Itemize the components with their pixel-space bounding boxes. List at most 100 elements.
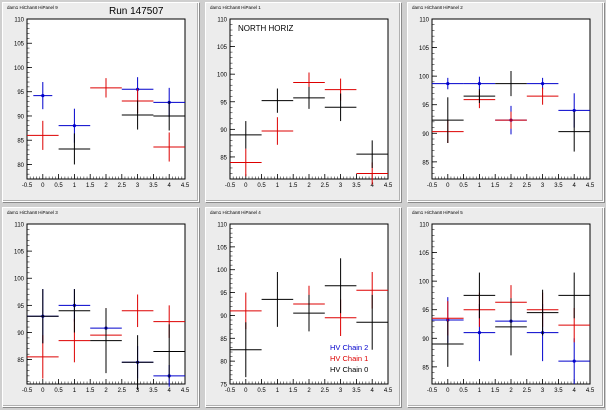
data-point-chain0 xyxy=(293,86,325,109)
data-point-chain1 xyxy=(230,148,262,177)
panel-tag: dam1 HiChan8 HiPanel 5 xyxy=(412,210,463,215)
x-tick-label: 0 xyxy=(244,388,248,394)
x-tick-label: 4.5 xyxy=(384,388,393,394)
run-label: Run 147507 xyxy=(109,6,164,17)
x-tick-label: 1 xyxy=(276,388,280,394)
x-tick-label: 3 xyxy=(339,183,343,189)
x-tick-label: -0.5 xyxy=(427,183,438,189)
y-tick-label: 105 xyxy=(419,46,430,52)
data-point-chain2 xyxy=(33,82,53,110)
data-point-chain0 xyxy=(324,258,357,314)
y-tick-label: 75 xyxy=(220,383,227,389)
data-point-chain0 xyxy=(526,289,559,336)
panel-tag: dam1 HiChan8 HiPanel 2 xyxy=(412,5,463,10)
y-tick-label: 105 xyxy=(14,250,25,256)
x-tick-label: 1.5 xyxy=(86,388,95,394)
x-tick-label: -0.5 xyxy=(225,388,236,394)
data-point-chain0 xyxy=(153,324,185,379)
data-point-chain2 xyxy=(558,338,590,384)
plot-canvas: dam1 HiChan8 HiPanel 2 -0.5 0 0.5 1 1.5 2 2.5 3 3… xyxy=(412,5,595,189)
data-point-chain0 xyxy=(432,97,464,143)
marker xyxy=(41,94,45,98)
marker xyxy=(477,81,481,86)
y-tick-label: 80 xyxy=(220,360,227,366)
x-tick-label: 0 xyxy=(244,183,248,189)
data-point-chain0 xyxy=(558,111,590,152)
x-tick-label: 1 xyxy=(73,183,77,189)
data-point-chain0 xyxy=(293,294,325,332)
data-point-chain1 xyxy=(526,87,559,105)
data-point-chain1 xyxy=(495,111,527,129)
data-point-chain0 xyxy=(324,93,357,122)
y-tick-label: 100 xyxy=(419,280,430,286)
x-tick-label: 2.5 xyxy=(321,183,330,189)
x-tick-label: 2 xyxy=(509,388,513,394)
y-tick-label: 100 xyxy=(217,268,228,274)
data-point-chain0 xyxy=(121,100,154,130)
panel-tag: dam1 HiChan8 HiPanel 1 xyxy=(210,5,261,10)
plot-canvas: dam1 HiChan8 HiPanel 3 -0.5 0 0.5 1 1.5 2 2.5 3 3… xyxy=(7,210,190,394)
y-tick-label: 105 xyxy=(14,42,25,48)
data-point-chain0 xyxy=(58,133,91,165)
x-tick-label: 2 xyxy=(104,183,108,189)
data-point-chain1 xyxy=(90,78,122,98)
data-point-chain0 xyxy=(356,140,388,168)
y-tick-label: 100 xyxy=(217,73,228,79)
x-tick-label: 3.5 xyxy=(554,183,563,189)
data-point-chain1 xyxy=(261,117,294,145)
x-tick-label: 1 xyxy=(478,183,482,189)
data-point-chain0 xyxy=(356,294,388,350)
plot-pad-1: Run 147507 dam1 HiChan8 HiPanel 9 -0.5 0 0.… xyxy=(2,2,199,202)
x-tick-label: 2.5 xyxy=(118,388,127,394)
x-tick-label: 0.5 xyxy=(54,183,63,189)
x-tick-label: 3 xyxy=(339,388,343,394)
data-point-chain0 xyxy=(463,89,496,103)
x-tick-label: 2.5 xyxy=(523,388,532,394)
legend-entry-chain0: HV Chain 0 xyxy=(330,365,368,374)
y-tick-label: 105 xyxy=(419,251,430,257)
y-tick-label: 90 xyxy=(17,331,24,337)
x-tick-label: 4.5 xyxy=(181,388,190,394)
data-point-chain0 xyxy=(230,322,262,378)
y-tick-label: 85 xyxy=(17,358,24,364)
x-tick-label: 4 xyxy=(371,183,375,189)
data-point-chain0 xyxy=(495,71,527,97)
x-tick-label: -0.5 xyxy=(22,388,33,394)
x-tick-label: 4 xyxy=(168,388,172,394)
data-point-chain0 xyxy=(27,289,59,344)
x-tick-label: 1.5 xyxy=(491,183,500,189)
data-point-chain0 xyxy=(230,121,262,149)
x-tick-label: 4 xyxy=(573,388,577,394)
y-tick-label: 100 xyxy=(14,277,25,283)
data-point-chain0 xyxy=(121,335,154,390)
x-tick-label: 4.5 xyxy=(384,183,393,189)
y-tick-label: 110 xyxy=(419,223,429,229)
marker xyxy=(477,330,481,335)
data-point-chain0 xyxy=(261,88,294,113)
y-tick-label: 85 xyxy=(220,337,227,343)
x-tick-label: 4.5 xyxy=(586,183,595,189)
x-tick-label: 4.5 xyxy=(181,183,190,189)
data-point-chain2 xyxy=(526,77,559,90)
plot-canvas: dam1 HiChan8 HiPanel 9 -0.5 0 0.5 1 1.5 2 2.5 3 3… xyxy=(7,5,190,189)
x-tick-label: 2 xyxy=(307,183,311,189)
x-tick-label: 1.5 xyxy=(86,183,95,189)
x-tick-label: 1.5 xyxy=(491,388,500,394)
y-tick-label: 85 xyxy=(17,139,24,145)
x-tick-label: 0.5 xyxy=(257,388,266,394)
plot-frame xyxy=(26,18,186,180)
y-tick-label: 90 xyxy=(422,337,429,343)
x-tick-label: 3 xyxy=(136,183,140,189)
x-tick-label: 0 xyxy=(446,183,450,189)
x-tick-label: 1 xyxy=(478,388,482,394)
marker xyxy=(72,124,76,128)
y-tick-label: 90 xyxy=(220,314,227,320)
x-tick-label: 0 xyxy=(41,388,45,394)
x-tick-label: 2.5 xyxy=(118,183,127,189)
y-tick-label: 95 xyxy=(422,103,429,109)
data-point-chain0 xyxy=(432,321,464,367)
x-tick-label: 4 xyxy=(573,183,577,189)
marker xyxy=(541,81,545,86)
marker xyxy=(446,81,450,86)
y-tick-label: 95 xyxy=(422,308,429,314)
